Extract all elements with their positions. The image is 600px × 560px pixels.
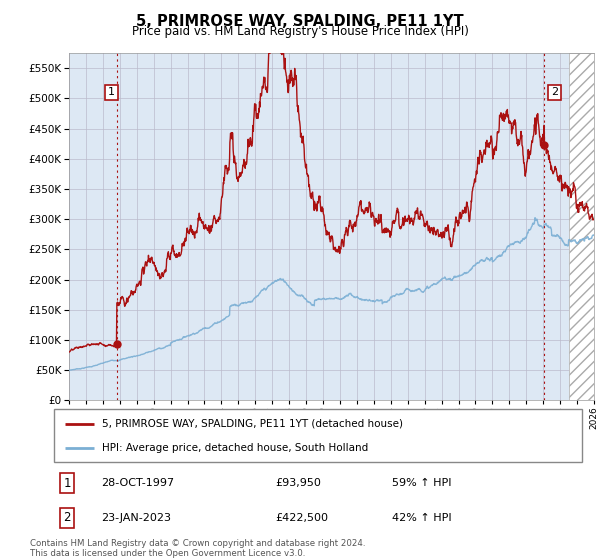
Text: 1: 1 xyxy=(64,477,71,490)
Text: £422,500: £422,500 xyxy=(276,512,329,522)
Text: 59% ↑ HPI: 59% ↑ HPI xyxy=(392,478,451,488)
Text: 5, PRIMROSE WAY, SPALDING, PE11 1YT: 5, PRIMROSE WAY, SPALDING, PE11 1YT xyxy=(136,14,464,29)
Text: 2: 2 xyxy=(64,511,71,524)
Text: £93,950: £93,950 xyxy=(276,478,322,488)
Text: 1: 1 xyxy=(108,87,115,97)
Text: 5, PRIMROSE WAY, SPALDING, PE11 1YT (detached house): 5, PRIMROSE WAY, SPALDING, PE11 1YT (det… xyxy=(101,419,403,429)
Text: Contains HM Land Registry data © Crown copyright and database right 2024.
This d: Contains HM Land Registry data © Crown c… xyxy=(30,539,365,558)
Text: 28-OCT-1997: 28-OCT-1997 xyxy=(101,478,175,488)
Text: HPI: Average price, detached house, South Holland: HPI: Average price, detached house, Sout… xyxy=(101,442,368,452)
Text: 42% ↑ HPI: 42% ↑ HPI xyxy=(392,512,452,522)
Text: 23-JAN-2023: 23-JAN-2023 xyxy=(101,512,172,522)
Bar xyxy=(569,53,600,400)
Bar xyxy=(569,53,600,400)
Text: Price paid vs. HM Land Registry's House Price Index (HPI): Price paid vs. HM Land Registry's House … xyxy=(131,25,469,38)
FancyBboxPatch shape xyxy=(54,409,582,462)
Text: 2: 2 xyxy=(551,87,558,97)
